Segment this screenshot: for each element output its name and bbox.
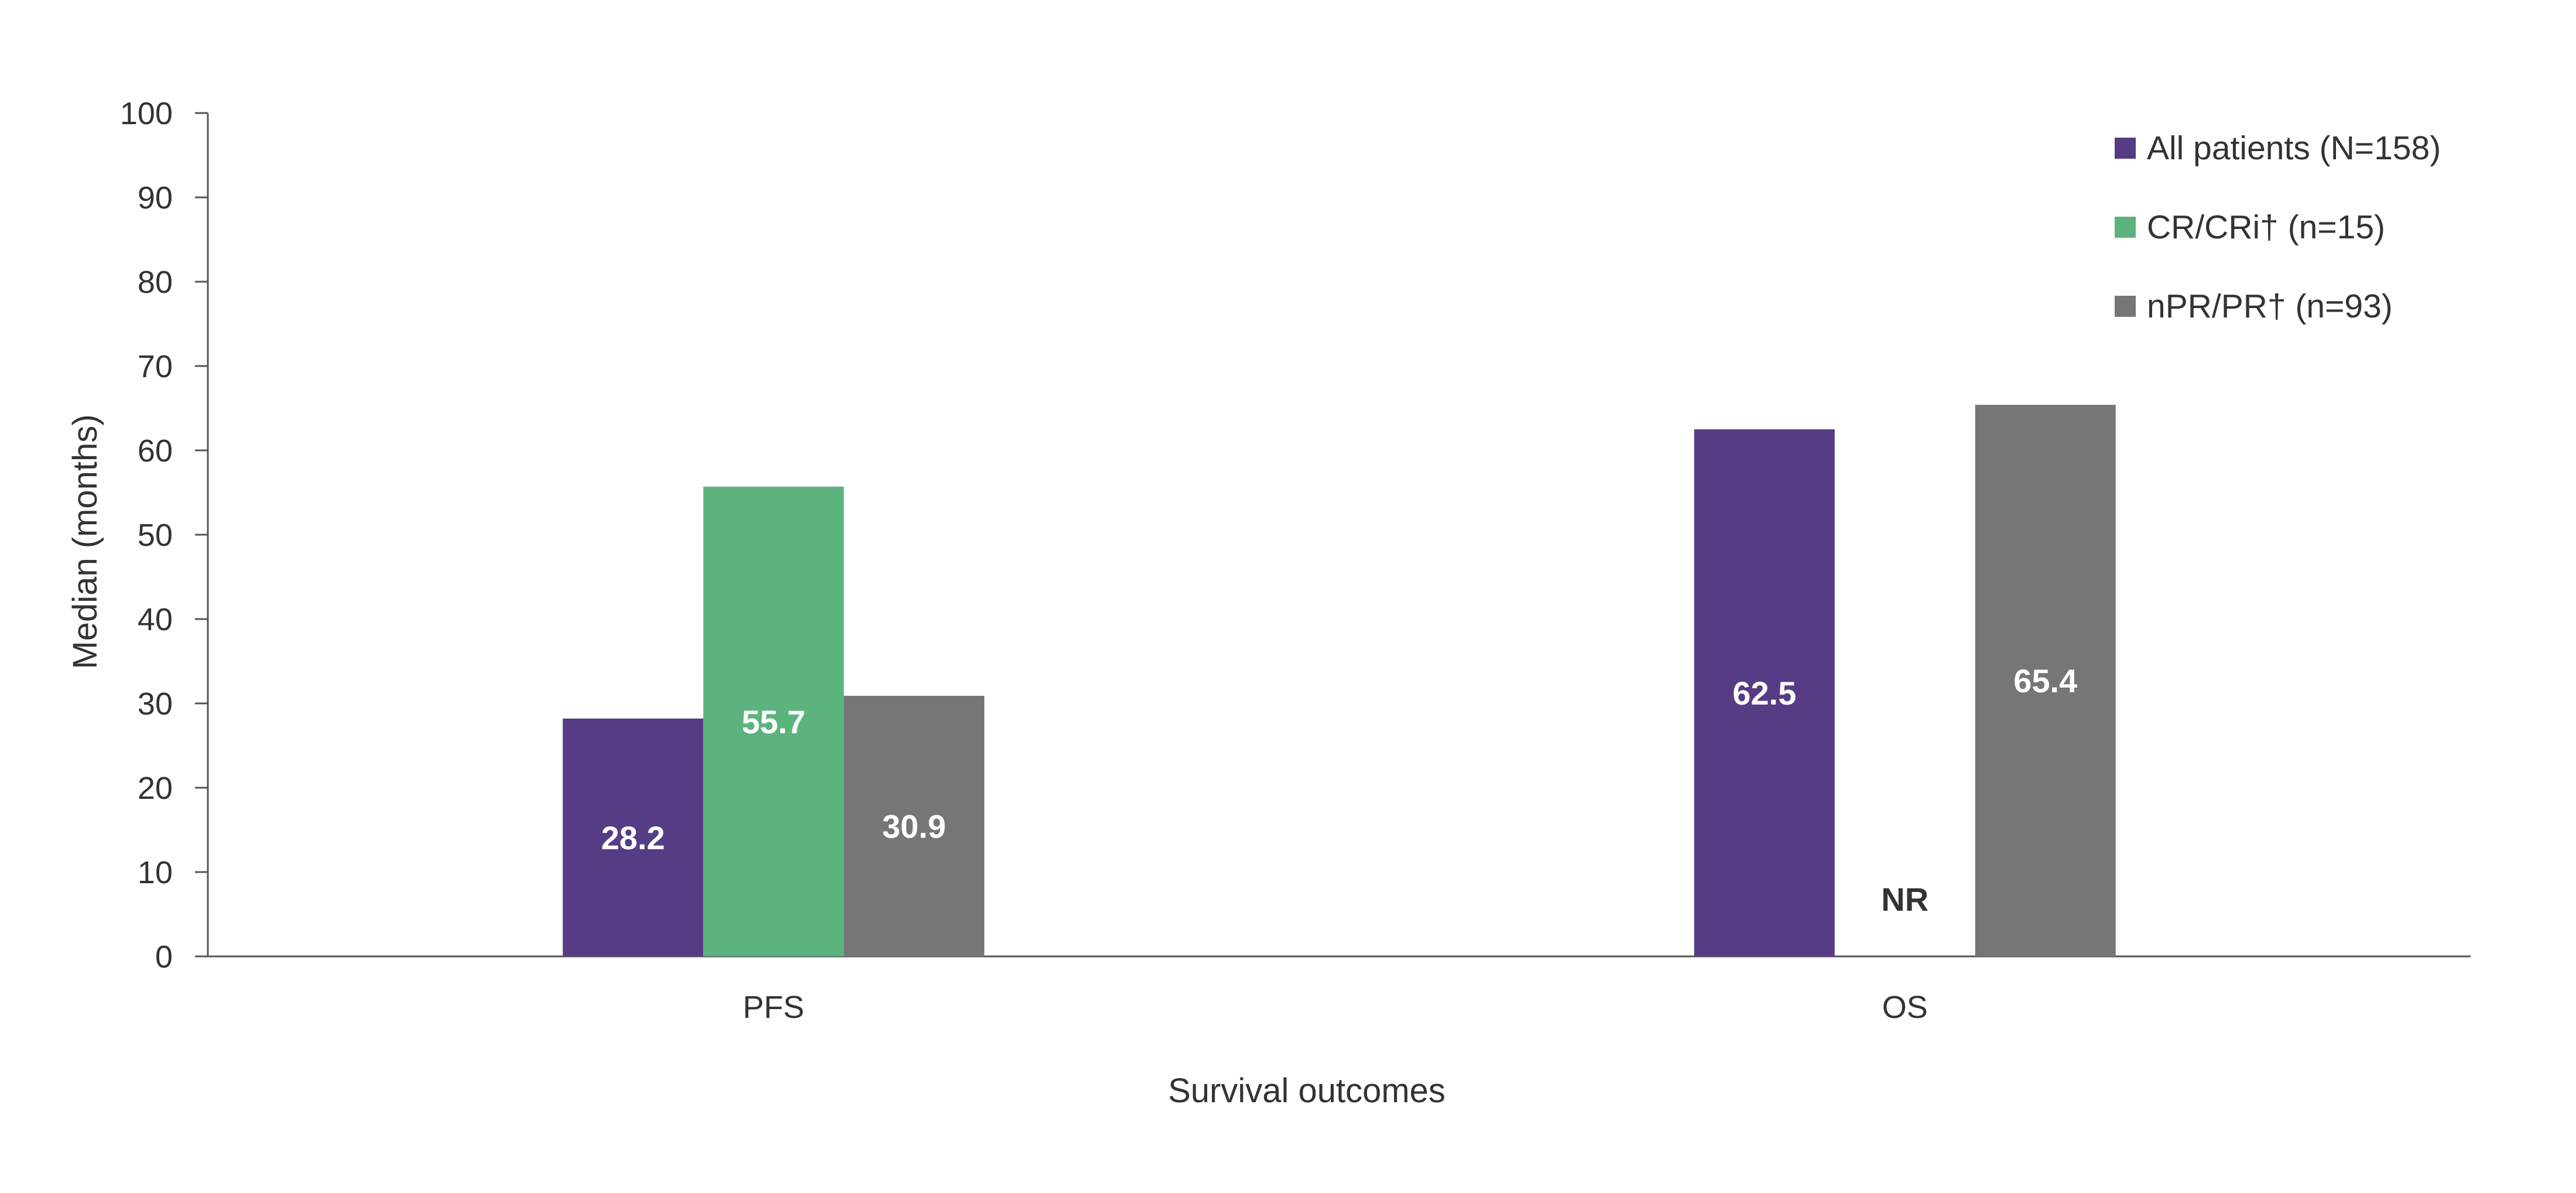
y-tick-label: 40 [138, 602, 173, 637]
y-tick-label: 20 [138, 771, 173, 806]
bar [703, 486, 844, 956]
y-tick-label: 70 [138, 349, 173, 384]
data-labels: 28.2 62.5 55.7 NR 30.9 65.4 [601, 662, 2078, 918]
y-tick-label: 10 [138, 855, 173, 890]
y-tick-label: 100 [120, 96, 173, 131]
x-tick-label: PFS [743, 990, 804, 1025]
y-tick-label: 0 [155, 939, 173, 975]
y-axis-title: Median (months) [66, 414, 104, 669]
data-label: 55.7 [742, 703, 806, 740]
bar [563, 718, 704, 956]
legend-label: nPR/PR† (n=93) [2147, 288, 2393, 325]
y-axis: 0 10 20 30 40 50 60 70 80 90 100 [120, 96, 209, 975]
data-label-not-reached: NR [1881, 881, 1928, 918]
legend-swatch [2115, 217, 2136, 238]
y-tick-label: 50 [138, 518, 173, 553]
data-label: 62.5 [1732, 675, 1796, 712]
bar [1975, 405, 2116, 956]
legend: All patients (N=158) CR/CRi† (n=15) nPR/PR… [2115, 129, 2441, 325]
data-label: 30.9 [882, 808, 946, 845]
bar [1694, 429, 1835, 956]
y-tick-label: 30 [138, 686, 173, 722]
legend-label: All patients (N=158) [2147, 129, 2441, 167]
x-axis-title: Survival outcomes [1168, 1072, 1445, 1110]
y-tick-label: 60 [138, 433, 173, 469]
x-axis: PFS OS [208, 955, 2471, 1025]
x-tick-label: OS [1882, 990, 1928, 1025]
data-label: 65.4 [2013, 662, 2077, 699]
data-label: 28.2 [601, 819, 665, 856]
bar [844, 696, 985, 956]
legend-swatch [2115, 138, 2136, 159]
y-tick-label: 90 [138, 180, 173, 216]
legend-label: CR/CRi† (n=15) [2147, 208, 2385, 246]
legend-swatch [2115, 296, 2136, 317]
y-tick-label: 80 [138, 265, 173, 300]
bars [563, 405, 2116, 956]
